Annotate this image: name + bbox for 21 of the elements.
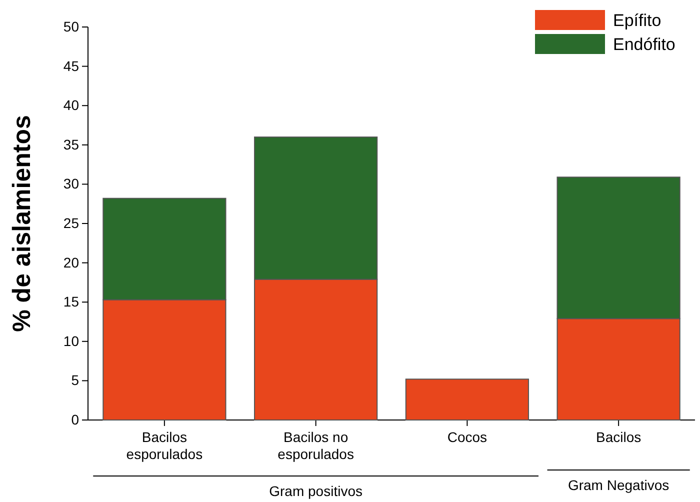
y-tick-label: 25 [63,214,80,231]
x-tick-label: Cocos [447,429,488,445]
x-tick-label: Bacilos [596,429,642,445]
y-tick-label: 15 [63,294,80,310]
y-tick-label: 5 [71,372,80,388]
y-tick-label: 45 [63,58,80,74]
text: Gram positivos [269,483,362,499]
y-tick-label: 50 [63,18,80,34]
x-tick-label: Bacilos esporulados [126,429,203,462]
y-tick-label: 35 [63,136,80,152]
y-tick-label: 30 [63,176,80,192]
legend-label: Epífito [613,11,662,30]
x-tick-label: Bacilos no esporulados [278,429,354,462]
y-axis-title: % de aislamientos [8,115,36,332]
bar [405,378,529,420]
y-tick-label: 0 [71,411,80,428]
legend-label: Endófito [613,35,676,54]
text: Gram Negativos [568,477,670,493]
y-tick-label: 10 [63,332,80,349]
y-tick-label: 20 [63,254,80,270]
y-tick-label: 40 [63,97,80,114]
